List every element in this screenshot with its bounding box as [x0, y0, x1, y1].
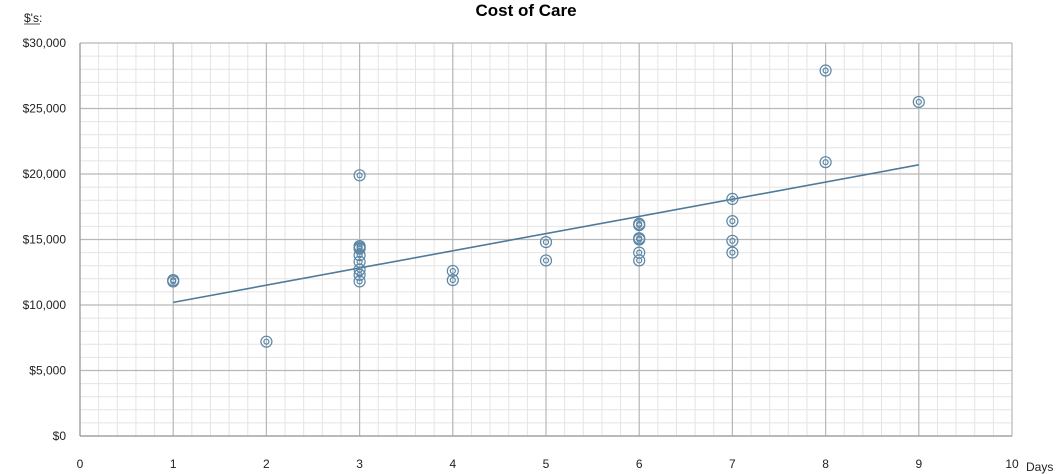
data-point-inner-ring [170, 278, 177, 285]
data-point-inner-ring [636, 257, 643, 264]
data-point-outer-ring [167, 275, 180, 288]
x-tick-label: 2 [263, 457, 270, 471]
data-point [539, 236, 553, 249]
data-point-inner-ring [356, 245, 363, 252]
data-point-outer-ring [726, 192, 739, 205]
data-point [726, 246, 739, 259]
data-point-outer-ring [819, 64, 832, 77]
trendline-layer [173, 164, 919, 304]
data-point-inner-ring [729, 237, 736, 244]
trendline [173, 164, 919, 304]
data-point-inner-ring [636, 221, 643, 229]
data-point-inner-ring [729, 249, 736, 256]
data-point [353, 242, 366, 255]
data-point-outer-ring [726, 246, 739, 259]
y-tick-label: $0 [53, 429, 67, 443]
y-tick-label: $30,000 [23, 36, 67, 50]
data-point-inner-ring [542, 239, 550, 246]
axes [79, 43, 1012, 437]
data-point-inner-ring [729, 195, 736, 202]
data-point [353, 249, 366, 262]
x-tick-label: 10 [1005, 457, 1019, 471]
data-point-outer-ring [446, 264, 459, 278]
data-point-outer-ring [726, 234, 739, 247]
y-tick-label: $10,000 [23, 298, 67, 312]
data-point-inner-ring [449, 267, 456, 275]
x-tick-label: 8 [822, 457, 829, 471]
data-point [353, 275, 366, 288]
data-point [260, 335, 273, 348]
data-point [633, 218, 646, 232]
data-point [353, 268, 366, 281]
data-point-inner-ring [729, 218, 736, 225]
data-point [726, 192, 739, 205]
data-point-inner-ring [263, 338, 270, 345]
data-point [539, 254, 553, 267]
data-point-inner-ring [542, 257, 550, 264]
data-point-outer-ring [446, 274, 459, 287]
data-point [819, 64, 832, 77]
y-unit-label: $'s: [24, 11, 42, 25]
data-point [726, 215, 739, 228]
data-point-inner-ring [356, 172, 363, 179]
data-point-outer-ring [353, 242, 366, 255]
data-point-outer-ring [633, 233, 646, 246]
data-point [726, 234, 739, 247]
data-point-inner-ring [449, 277, 456, 284]
data-point-inner-ring [822, 67, 829, 74]
data-point-outer-ring [726, 215, 739, 228]
x-tick-label: 3 [356, 457, 363, 471]
data-point-outer-ring [353, 263, 366, 276]
data-point-inner-ring [356, 252, 363, 259]
data-point-outer-ring [353, 249, 366, 262]
y-tick-label: $5,000 [29, 364, 66, 378]
x-tick-label: 5 [543, 457, 550, 471]
x-tick-label: 7 [729, 457, 736, 471]
x-tick-label: 1 [170, 457, 177, 471]
x-unit-label: Days [1026, 460, 1053, 474]
data-point-outer-ring [539, 236, 553, 249]
y-tick-label: $20,000 [23, 167, 67, 181]
data-point [167, 275, 180, 288]
data-point-outer-ring [819, 156, 832, 169]
data-point-inner-ring [356, 271, 363, 278]
data-point-outer-ring [353, 268, 366, 281]
x-tick-label: 6 [636, 457, 643, 471]
data-point-outer-ring [633, 254, 646, 267]
data-point-outer-ring [260, 335, 273, 348]
tick-labels: 0 1 2 3 4 5 6 7 8 9 10 $0 $5,000 $10,000 $15,000 $20,00… [23, 36, 1019, 471]
x-tick-label: 0 [77, 457, 84, 471]
data-point [353, 169, 366, 182]
data-point [819, 156, 832, 169]
data-point-outer-ring [539, 254, 553, 267]
x-tick-label: 9 [915, 457, 922, 471]
data-point [633, 233, 646, 246]
data-point-inner-ring [915, 98, 922, 106]
y-tick-label: $25,000 [23, 102, 67, 116]
data-point-outer-ring [633, 218, 646, 232]
data-point-outer-ring [353, 169, 366, 182]
data-point-inner-ring [822, 159, 829, 166]
chart-title: Cost of Care [475, 1, 576, 20]
data-point [633, 254, 646, 267]
data-point [912, 95, 925, 109]
data-point-inner-ring [356, 278, 363, 285]
data-point [446, 274, 459, 287]
points-layer [167, 64, 925, 348]
x-tick-label: 4 [449, 457, 456, 471]
data-point-inner-ring [636, 236, 643, 243]
data-point-outer-ring [353, 275, 366, 288]
y-tick-label: $15,000 [23, 233, 67, 247]
data-point [446, 264, 459, 278]
data-point-outer-ring [912, 95, 925, 109]
